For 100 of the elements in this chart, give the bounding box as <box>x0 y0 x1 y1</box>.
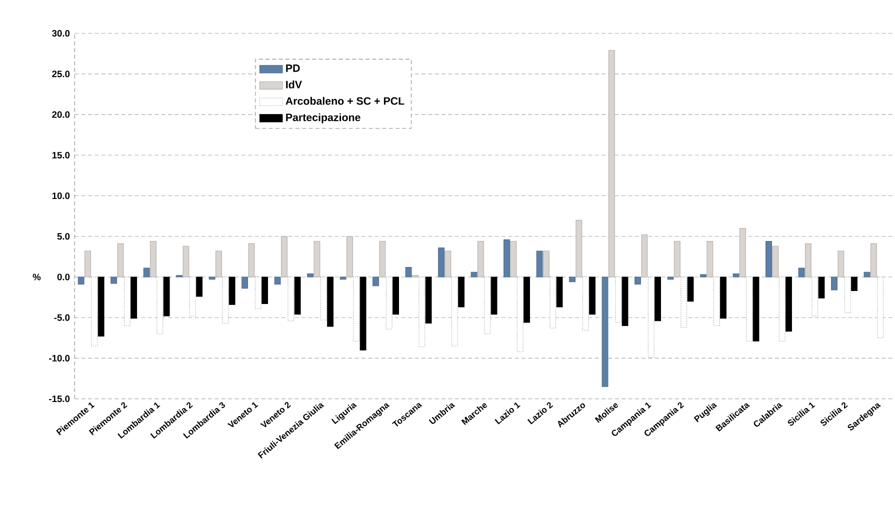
bar <box>78 276 84 285</box>
bar <box>216 250 222 278</box>
bar <box>163 276 170 316</box>
bar <box>262 276 268 304</box>
bar <box>490 276 498 315</box>
bar <box>831 276 838 290</box>
bar <box>838 250 844 278</box>
bar <box>589 276 596 315</box>
bar <box>536 250 543 278</box>
bar <box>353 276 360 342</box>
bar <box>327 276 334 328</box>
bar <box>582 276 589 332</box>
bar <box>386 276 392 330</box>
bar <box>550 276 556 329</box>
bar <box>706 241 714 278</box>
bar <box>242 276 248 289</box>
bar <box>510 241 517 278</box>
bar <box>674 241 680 278</box>
bar <box>418 276 426 348</box>
bar <box>438 248 444 278</box>
bar <box>654 276 661 322</box>
bar <box>687 276 694 302</box>
bar <box>110 276 118 284</box>
bar <box>602 276 608 388</box>
bar <box>248 244 255 278</box>
bar <box>615 276 622 323</box>
bar <box>766 241 772 278</box>
bar <box>130 276 138 319</box>
y-tick-label: 25.0 <box>52 70 70 78</box>
y-axis-title: % <box>32 274 41 281</box>
bar <box>516 276 524 352</box>
bar <box>84 250 91 278</box>
bar <box>851 276 858 292</box>
bar <box>320 276 327 321</box>
bar <box>524 276 530 323</box>
bar <box>281 236 288 278</box>
bar <box>844 276 851 314</box>
bar <box>346 236 353 278</box>
bar <box>700 274 706 278</box>
legend-label: Partecipazione <box>286 114 360 124</box>
bar <box>143 268 150 278</box>
y-tick-label: 20.0 <box>52 112 70 118</box>
bar <box>451 276 458 347</box>
bar <box>484 276 491 334</box>
bar <box>556 276 563 308</box>
bar <box>667 276 674 280</box>
bar <box>786 276 792 332</box>
y-tick-label: 10.0 <box>52 192 70 200</box>
bar <box>778 276 786 342</box>
y-tick-label: -10.0 <box>49 355 70 362</box>
bar <box>720 276 726 319</box>
bar <box>804 244 812 278</box>
bar <box>124 276 130 326</box>
bar <box>392 276 400 315</box>
bar <box>98 276 104 337</box>
bar <box>713 276 720 326</box>
bar <box>222 276 229 324</box>
bar <box>150 241 156 278</box>
bar <box>752 276 760 342</box>
bar <box>425 276 432 324</box>
bar <box>576 220 582 278</box>
bar <box>739 228 746 278</box>
bar <box>307 274 314 278</box>
bar <box>254 276 262 310</box>
bar <box>622 276 628 326</box>
y-tick-label: 0.0 <box>57 274 70 281</box>
bar <box>470 272 478 278</box>
bar <box>542 250 550 278</box>
bar <box>274 276 281 285</box>
bar <box>504 240 510 278</box>
bar <box>208 276 216 280</box>
bar <box>608 50 615 278</box>
bar <box>680 276 688 328</box>
bar <box>340 276 346 280</box>
bar <box>477 241 484 278</box>
bar <box>405 267 412 278</box>
bar <box>228 276 236 306</box>
bar <box>189 276 196 316</box>
bar <box>818 276 825 299</box>
bar <box>379 241 386 278</box>
bar <box>864 272 870 278</box>
bar <box>772 246 779 278</box>
bar <box>634 276 641 285</box>
bar <box>812 276 818 316</box>
y-tick-label: -15.0 <box>49 396 70 402</box>
bar <box>91 276 98 347</box>
bar <box>870 244 877 278</box>
bar <box>360 276 366 351</box>
bar <box>444 250 452 278</box>
bar <box>182 246 190 278</box>
y-tick-label: 15.0 <box>52 152 70 159</box>
bar <box>648 276 654 358</box>
bar <box>314 241 320 278</box>
bar <box>641 234 648 278</box>
bar <box>294 276 301 315</box>
y-tick-label: 30.0 <box>52 30 70 37</box>
bar <box>798 268 805 278</box>
legend-label: PD <box>286 64 300 72</box>
bar <box>458 276 464 308</box>
y-tick-label: 5.0 <box>57 233 70 240</box>
